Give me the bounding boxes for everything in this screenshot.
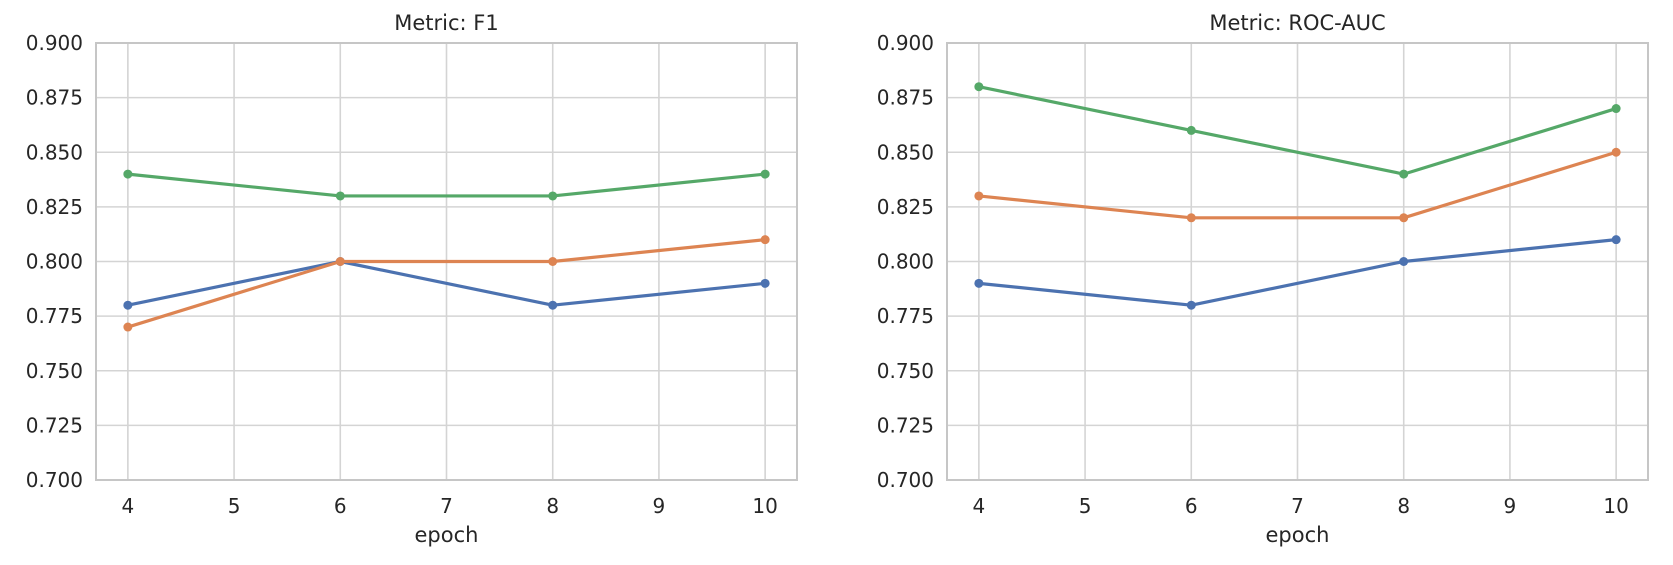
y-tick-label: 0.850 [877, 140, 934, 164]
data-point-green [548, 191, 558, 201]
data-point-blue [760, 278, 770, 288]
x-axis-label: epoch [1265, 523, 1330, 547]
chart-title: Metric: ROC-AUC [1209, 11, 1386, 35]
y-tick-label: 0.825 [877, 195, 934, 219]
x-tick-label: 4 [972, 494, 985, 518]
plot-area-roc-auc: 4 5 6 7 8 9 10 0.700 0.725 0.750 0.775 0.800 0.825 0.… [877, 31, 1649, 518]
data-point-orange [123, 322, 133, 332]
data-point-green [1399, 169, 1409, 179]
y-tick-label: 0.900 [26, 31, 83, 55]
plot-area-f1: 4 5 6 7 8 9 10 0.700 0.725 0.750 0.775 0.800 0.825 0.… [26, 31, 798, 518]
y-tick-label: 0.700 [26, 468, 83, 492]
y-tick-label: 0.750 [26, 359, 83, 383]
data-point-orange [548, 257, 558, 266]
series-line-green [977, 85, 1618, 176]
x-tick-label: 7 [1291, 494, 1304, 518]
y-tick-label: 0.725 [26, 413, 83, 437]
plot-border [946, 42, 1649, 481]
x-tick-label: 9 [653, 494, 666, 518]
series-line-blue [977, 238, 1618, 307]
x-tick-label: 8 [1397, 494, 1410, 518]
data-point-orange [1399, 213, 1409, 223]
x-tick-label: 10 [1603, 494, 1628, 518]
data-point-blue [974, 278, 984, 288]
data-point-orange [335, 257, 345, 266]
data-point-blue [548, 300, 558, 310]
data-point-blue [1611, 235, 1621, 245]
chart-f1: 4 5 6 7 8 9 10 0.700 0.725 0.750 0.775 0.800 0.825 0.… [0, 0, 836, 565]
y-tick-label: 0.775 [26, 304, 83, 328]
plot-border [95, 42, 798, 481]
data-point-blue [123, 300, 133, 310]
data-point-orange [974, 191, 984, 201]
y-tick-label: 0.850 [26, 140, 83, 164]
data-point-green [1611, 104, 1621, 114]
data-point-green [335, 191, 345, 201]
y-tick-label: 0.875 [877, 86, 934, 110]
data-point-orange [760, 235, 770, 245]
x-tick-label: 5 [1079, 494, 1092, 518]
x-tick-label: 6 [334, 494, 347, 518]
y-tick-label: 0.825 [26, 195, 83, 219]
x-tick-label: 10 [752, 494, 777, 518]
y-tick-label: 0.800 [26, 250, 83, 274]
series-line-orange [126, 238, 767, 329]
data-point-green [123, 169, 133, 179]
series-line-orange [977, 150, 1618, 220]
data-point-orange [1611, 147, 1621, 157]
x-tick-label: 9 [1504, 494, 1517, 518]
series-line-green [126, 172, 767, 198]
y-tick-label: 0.775 [877, 304, 934, 328]
y-tick-label: 0.900 [877, 31, 934, 55]
y-tick-label: 0.725 [877, 413, 934, 437]
x-tick-label: 8 [546, 494, 559, 518]
y-tick-label: 0.800 [877, 250, 934, 274]
y-tick-label: 0.750 [877, 359, 934, 383]
x-tick-label: 6 [1185, 494, 1198, 518]
data-point-orange [1186, 213, 1196, 223]
chart-roc-auc: 4 5 6 7 8 9 10 0.700 0.725 0.750 0.775 0.800 0.825 0.… [851, 0, 1673, 565]
y-tick-label: 0.700 [877, 468, 934, 492]
data-point-green [1186, 125, 1196, 135]
data-point-green [974, 82, 984, 92]
x-tick-label: 5 [228, 494, 241, 518]
data-point-blue [1399, 257, 1409, 266]
chart-title: Metric: F1 [394, 11, 499, 35]
data-point-green [760, 169, 770, 179]
y-tick-label: 0.875 [26, 86, 83, 110]
data-point-blue [1186, 300, 1196, 310]
series-line-blue [126, 259, 767, 307]
x-axis-label: epoch [414, 523, 479, 547]
x-tick-label: 7 [440, 494, 453, 518]
x-tick-label: 4 [121, 494, 134, 518]
